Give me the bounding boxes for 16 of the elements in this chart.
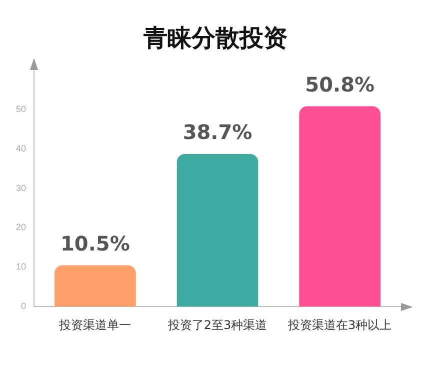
x-tick-label: 投资渠道在3种以上 <box>287 318 392 332</box>
x-tick-label: 投资渠道单一 <box>58 318 132 332</box>
chart-title: 青睐分散投资 <box>142 23 288 54</box>
bar <box>176 154 258 307</box>
bar <box>299 106 381 307</box>
y-tick-label: 0 <box>20 301 26 312</box>
data-label: 50.8% <box>305 72 375 96</box>
y-tick-label: 10 <box>16 262 26 272</box>
y-tick-label: 50 <box>16 104 26 114</box>
y-tick-label: 30 <box>16 182 26 193</box>
data-label: 38.7% <box>182 120 252 144</box>
y-tick-label: 40 <box>16 143 26 154</box>
bar <box>54 265 136 307</box>
x-tick-label: 投资了2至3种渠道 <box>166 318 268 332</box>
y-tick-label: 20 <box>16 222 26 232</box>
data-label: 10.5% <box>60 231 130 256</box>
